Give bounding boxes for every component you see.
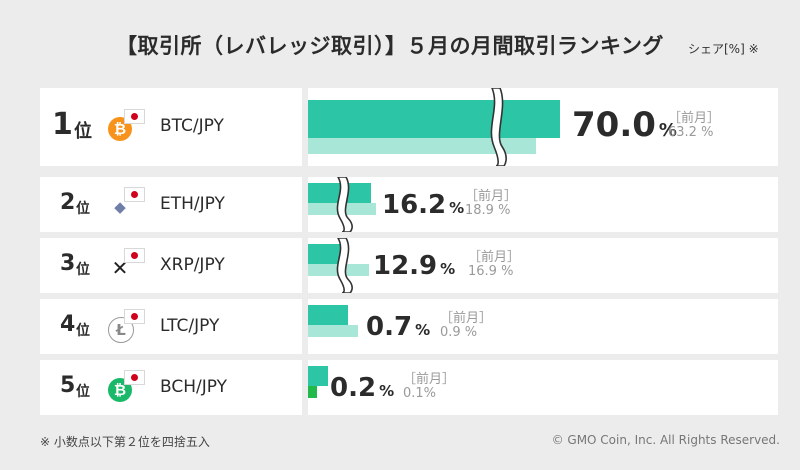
value-label: 12.9% — [373, 251, 455, 281]
rank-cell — [40, 177, 302, 232]
bar-current — [308, 366, 328, 386]
previous-month-value: 16.9 % — [468, 263, 514, 279]
previous-month-caption: ［前月］ — [403, 371, 456, 387]
rank-cell — [40, 299, 302, 354]
rank-suffix: 位 — [76, 383, 90, 400]
japan-flag-icon — [124, 109, 145, 124]
value-label: 0.2% — [330, 373, 394, 403]
currency-pair: XRP/JPY — [160, 254, 225, 275]
previous-month-value: 0.1% — [403, 385, 437, 401]
japan-flag-icon — [124, 186, 145, 202]
chart-title: 【取引所（レバレッジ取引）】５月の月間取引ランキング — [116, 34, 664, 58]
percent-sign: % — [449, 198, 465, 217]
bitcoin-cash-icon: ₿ — [108, 377, 132, 402]
previous-month-label: ［前月］ 63.2 % — [668, 112, 720, 140]
unit-label: シェア[%] ※ — [688, 42, 759, 56]
rank-number: 1 — [52, 107, 73, 142]
previous-month-caption: ［前月］ — [440, 310, 493, 326]
previous-month-caption: ［前月］ — [668, 111, 721, 126]
previous-month-value: 0.9 % — [440, 324, 478, 340]
currency-pair: BTC/JPY — [160, 116, 224, 136]
previous-month-value: 63.2 % — [668, 125, 714, 140]
footnote: ※ 小数点以下第２位を四捨五入 — [40, 435, 210, 449]
ranking-row: 3 位 ✕ XRP/JPY 12.9% ［前月］ 16.9 % — [40, 238, 778, 293]
value-number: 0.7 — [366, 311, 413, 342]
previous-month-label: ［前月］ 18.9 % — [465, 188, 518, 218]
previous-month-caption: ［前月］ — [468, 249, 521, 265]
value-number: 12.9 — [373, 250, 438, 281]
rank-number: 4 — [60, 311, 76, 337]
ranking-row: 2 位 ◆ ETH/JPY 16.2% ［前月］ 18.9 % — [40, 177, 778, 232]
currency-pair: ETH/JPY — [160, 193, 225, 214]
value-label: 0.7% — [366, 312, 430, 342]
currency-pair: LTC/JPY — [160, 315, 220, 336]
row-divider — [302, 360, 308, 415]
japan-flag-icon — [124, 369, 145, 385]
previous-month-value: 18.9 % — [465, 202, 511, 218]
axis-break-icon — [490, 88, 507, 166]
value-number: 16.2 — [382, 189, 447, 220]
rank-suffix: 位 — [76, 200, 90, 217]
percent-sign: % — [415, 320, 431, 339]
bar-current — [308, 100, 560, 138]
rank-number: 2 — [60, 189, 76, 215]
bar-current — [308, 244, 345, 264]
currency-pair: BCH/JPY — [160, 376, 228, 397]
rank-cell — [40, 88, 302, 166]
percent-sign: % — [379, 381, 395, 400]
previous-month-label: ［前月］ 0.9 % — [440, 310, 493, 340]
value-number: 70.0 — [572, 105, 656, 145]
previous-month-label: ［前月］ 16.9 % — [468, 249, 521, 279]
bar-previous — [308, 386, 317, 398]
row-divider — [302, 238, 308, 293]
row-divider — [302, 299, 308, 354]
axis-break-icon — [336, 238, 353, 293]
japan-flag-icon — [124, 308, 145, 324]
axis-break-icon — [336, 177, 353, 232]
percent-sign: % — [440, 259, 456, 278]
rank-number: 5 — [60, 372, 76, 398]
ranking-row: 1 位 ₿ BTC/JPY 70.0% ［前月］ 63.2 % — [40, 88, 778, 166]
copyright: © GMO Coin, Inc. All Rights Reserved. — [551, 433, 780, 447]
bar-current — [308, 305, 348, 325]
row-divider — [302, 177, 308, 232]
value-label: 16.2% — [382, 190, 464, 220]
previous-month-label: ［前月］ 0.1% — [403, 371, 456, 401]
bar-previous — [308, 325, 358, 337]
rank-suffix: 位 — [74, 121, 92, 142]
row-divider — [302, 88, 308, 166]
value-label: 70.0% — [572, 105, 677, 145]
rank-cell — [40, 238, 302, 293]
ranking-row: 5 位 ₿ BCH/JPY 0.2% ［前月］ 0.1% — [40, 360, 778, 415]
rank-cell — [40, 360, 302, 415]
rank-number: 3 — [60, 250, 76, 276]
japan-flag-icon — [124, 247, 145, 263]
previous-month-caption: ［前月］ — [465, 188, 518, 204]
bar-previous — [308, 138, 536, 154]
ranking-row: 4 位 Ł LTC/JPY 0.7% ［前月］ 0.9 % — [40, 299, 778, 354]
value-number: 0.2 — [330, 372, 377, 403]
rank-suffix: 位 — [76, 322, 90, 339]
percent-sign: % — [658, 120, 677, 141]
rank-suffix: 位 — [76, 261, 90, 278]
